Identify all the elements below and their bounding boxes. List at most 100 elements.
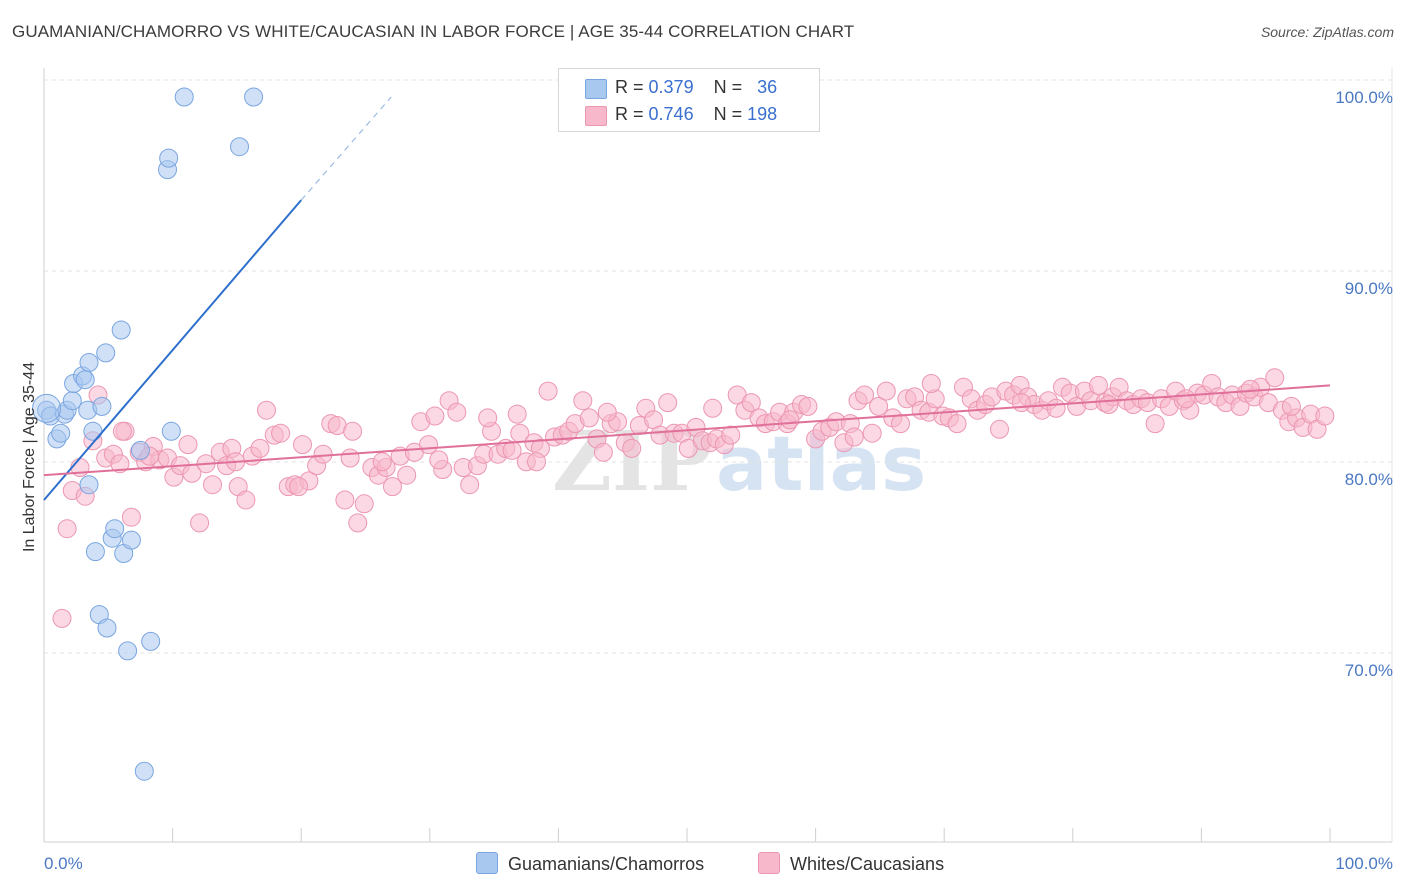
point-white-148 [1089,375,1108,395]
point-guamanian-21 [111,320,131,340]
point-guamanian-31 [174,87,194,107]
point-white-190 [1099,395,1119,414]
point-white-180 [1315,406,1335,426]
point-white-29 [250,438,270,458]
point-guamanian-9 [75,370,95,390]
point-guamanian-14 [85,542,105,562]
point-white-186 [780,410,800,430]
point-guamanian-30 [161,421,181,441]
legend-label-guamanians: Guamanians/Chamorros [508,854,705,874]
point-white-156 [1145,414,1165,434]
point-white-82 [622,438,642,458]
point-white-70 [538,381,558,401]
point-white-134 [990,419,1009,439]
point-white-118 [876,381,896,401]
point-white-65 [502,440,522,460]
point-white-189 [1011,393,1031,413]
legend-label-whites: Whites/Caucasians [790,854,945,874]
source-note: Source: ZipAtlas.com [1260,24,1394,40]
point-white-48 [383,477,402,497]
point-white-142 [1046,398,1066,418]
point-white-107 [798,396,818,416]
point-white-185 [703,398,723,418]
point-white-57 [447,402,467,422]
point-guamanian-20 [105,519,125,539]
y-tick-label-2: 80.0% [1345,470,1393,489]
point-guamanian-33 [244,87,264,107]
point-white-42 [340,448,360,468]
point-white-96 [721,425,741,445]
point-guamanian-12 [79,475,99,495]
point-white-22 [203,475,222,495]
legend-item-whites: Whites/Caucasians [758,852,944,875]
point-white-54 [425,406,445,426]
legend-row-whites: R = 0.746 N = 198 [559,102,819,128]
point-guamanian-13 [83,421,103,441]
correlation-legend: R = 0.379 N = 36 R = 0.746 N = 198 [558,68,820,132]
legend-swatch-blue [585,79,607,99]
trend-line-whites [43,384,1331,477]
point-white-78 [593,442,613,462]
point-white-116 [862,423,882,443]
point-guamanian-29 [159,148,179,168]
point-white-194 [112,421,132,441]
point-white-0 [52,608,72,628]
point-white-200 [478,408,498,428]
legend-swatch-pink [585,106,607,126]
point-white-184 [597,402,617,422]
point-white-173 [1265,368,1285,388]
trend-line-guamanians-extension [300,96,392,201]
y-tick-label-1: 90.0% [1345,279,1393,298]
point-white-183 [507,404,527,424]
point-white-41 [335,490,355,510]
point-white-196 [182,463,202,483]
point-white-50 [397,465,417,485]
trend-line-guamanians [43,199,302,501]
point-white-30 [257,400,276,420]
point-guamanian-cluster [32,393,62,423]
y-tick-label-0: 100.0% [1335,88,1393,107]
point-white-35 [293,435,312,455]
point-white-38 [313,444,333,464]
legend-stats-guamanians: R = 0.379 N = 36 [615,77,778,97]
axes [43,68,1393,843]
point-white-59 [460,475,480,495]
point-guamanian-25 [130,440,150,460]
point-white-19 [178,435,198,455]
point-white-20 [190,513,210,533]
x-tick-label-max: 100.0% [1335,854,1393,873]
legend-swatch-guamanians [476,852,498,874]
legend-stats-whites: R = 0.746 N = 198 [615,104,778,124]
point-white-87 [658,393,678,413]
point-white-198 [372,452,392,472]
y-axis-label: In Labor Force | Age 35-44 [21,362,38,552]
point-white-44 [354,494,374,514]
chart-title: GUAMANIAN/CHAMORRO VS WHITE/CAUCASIAN IN… [12,22,855,41]
legend-row-guamanians: R = 0.379 N = 36 [559,75,819,101]
point-white-27 [236,490,256,510]
point-white-187 [844,427,864,447]
axis-labels: 100.0% 90.0% 80.0% 70.0% 0.0% 100.0% In Labor … [21,88,1393,873]
point-white-117 [869,396,889,416]
y-tick-label-3: 70.0% [1345,661,1393,680]
point-guamanian-16 [92,396,112,416]
point-white-32 [271,423,291,443]
point-guamanian-27 [141,631,161,651]
point-guamanian-17 [96,343,116,363]
point-guamanian-32 [230,137,249,157]
point-white-115 [855,385,874,405]
point-white-43 [348,513,368,533]
point-guamanian-6 [62,391,82,411]
point-white-1 [57,519,77,539]
point-white-75 [573,391,593,411]
legend-item-guamanians: Guamanians/Chamorros [476,852,704,875]
x-tick-label-min: 0.0% [44,854,83,873]
point-white-192 [1240,379,1260,399]
point-white-188 [921,374,941,393]
point-white-193 [1281,396,1301,416]
point-white-76 [579,408,599,428]
point-white-99 [741,393,761,413]
point-white-53 [419,435,438,455]
point-guamanian-11 [79,353,99,372]
